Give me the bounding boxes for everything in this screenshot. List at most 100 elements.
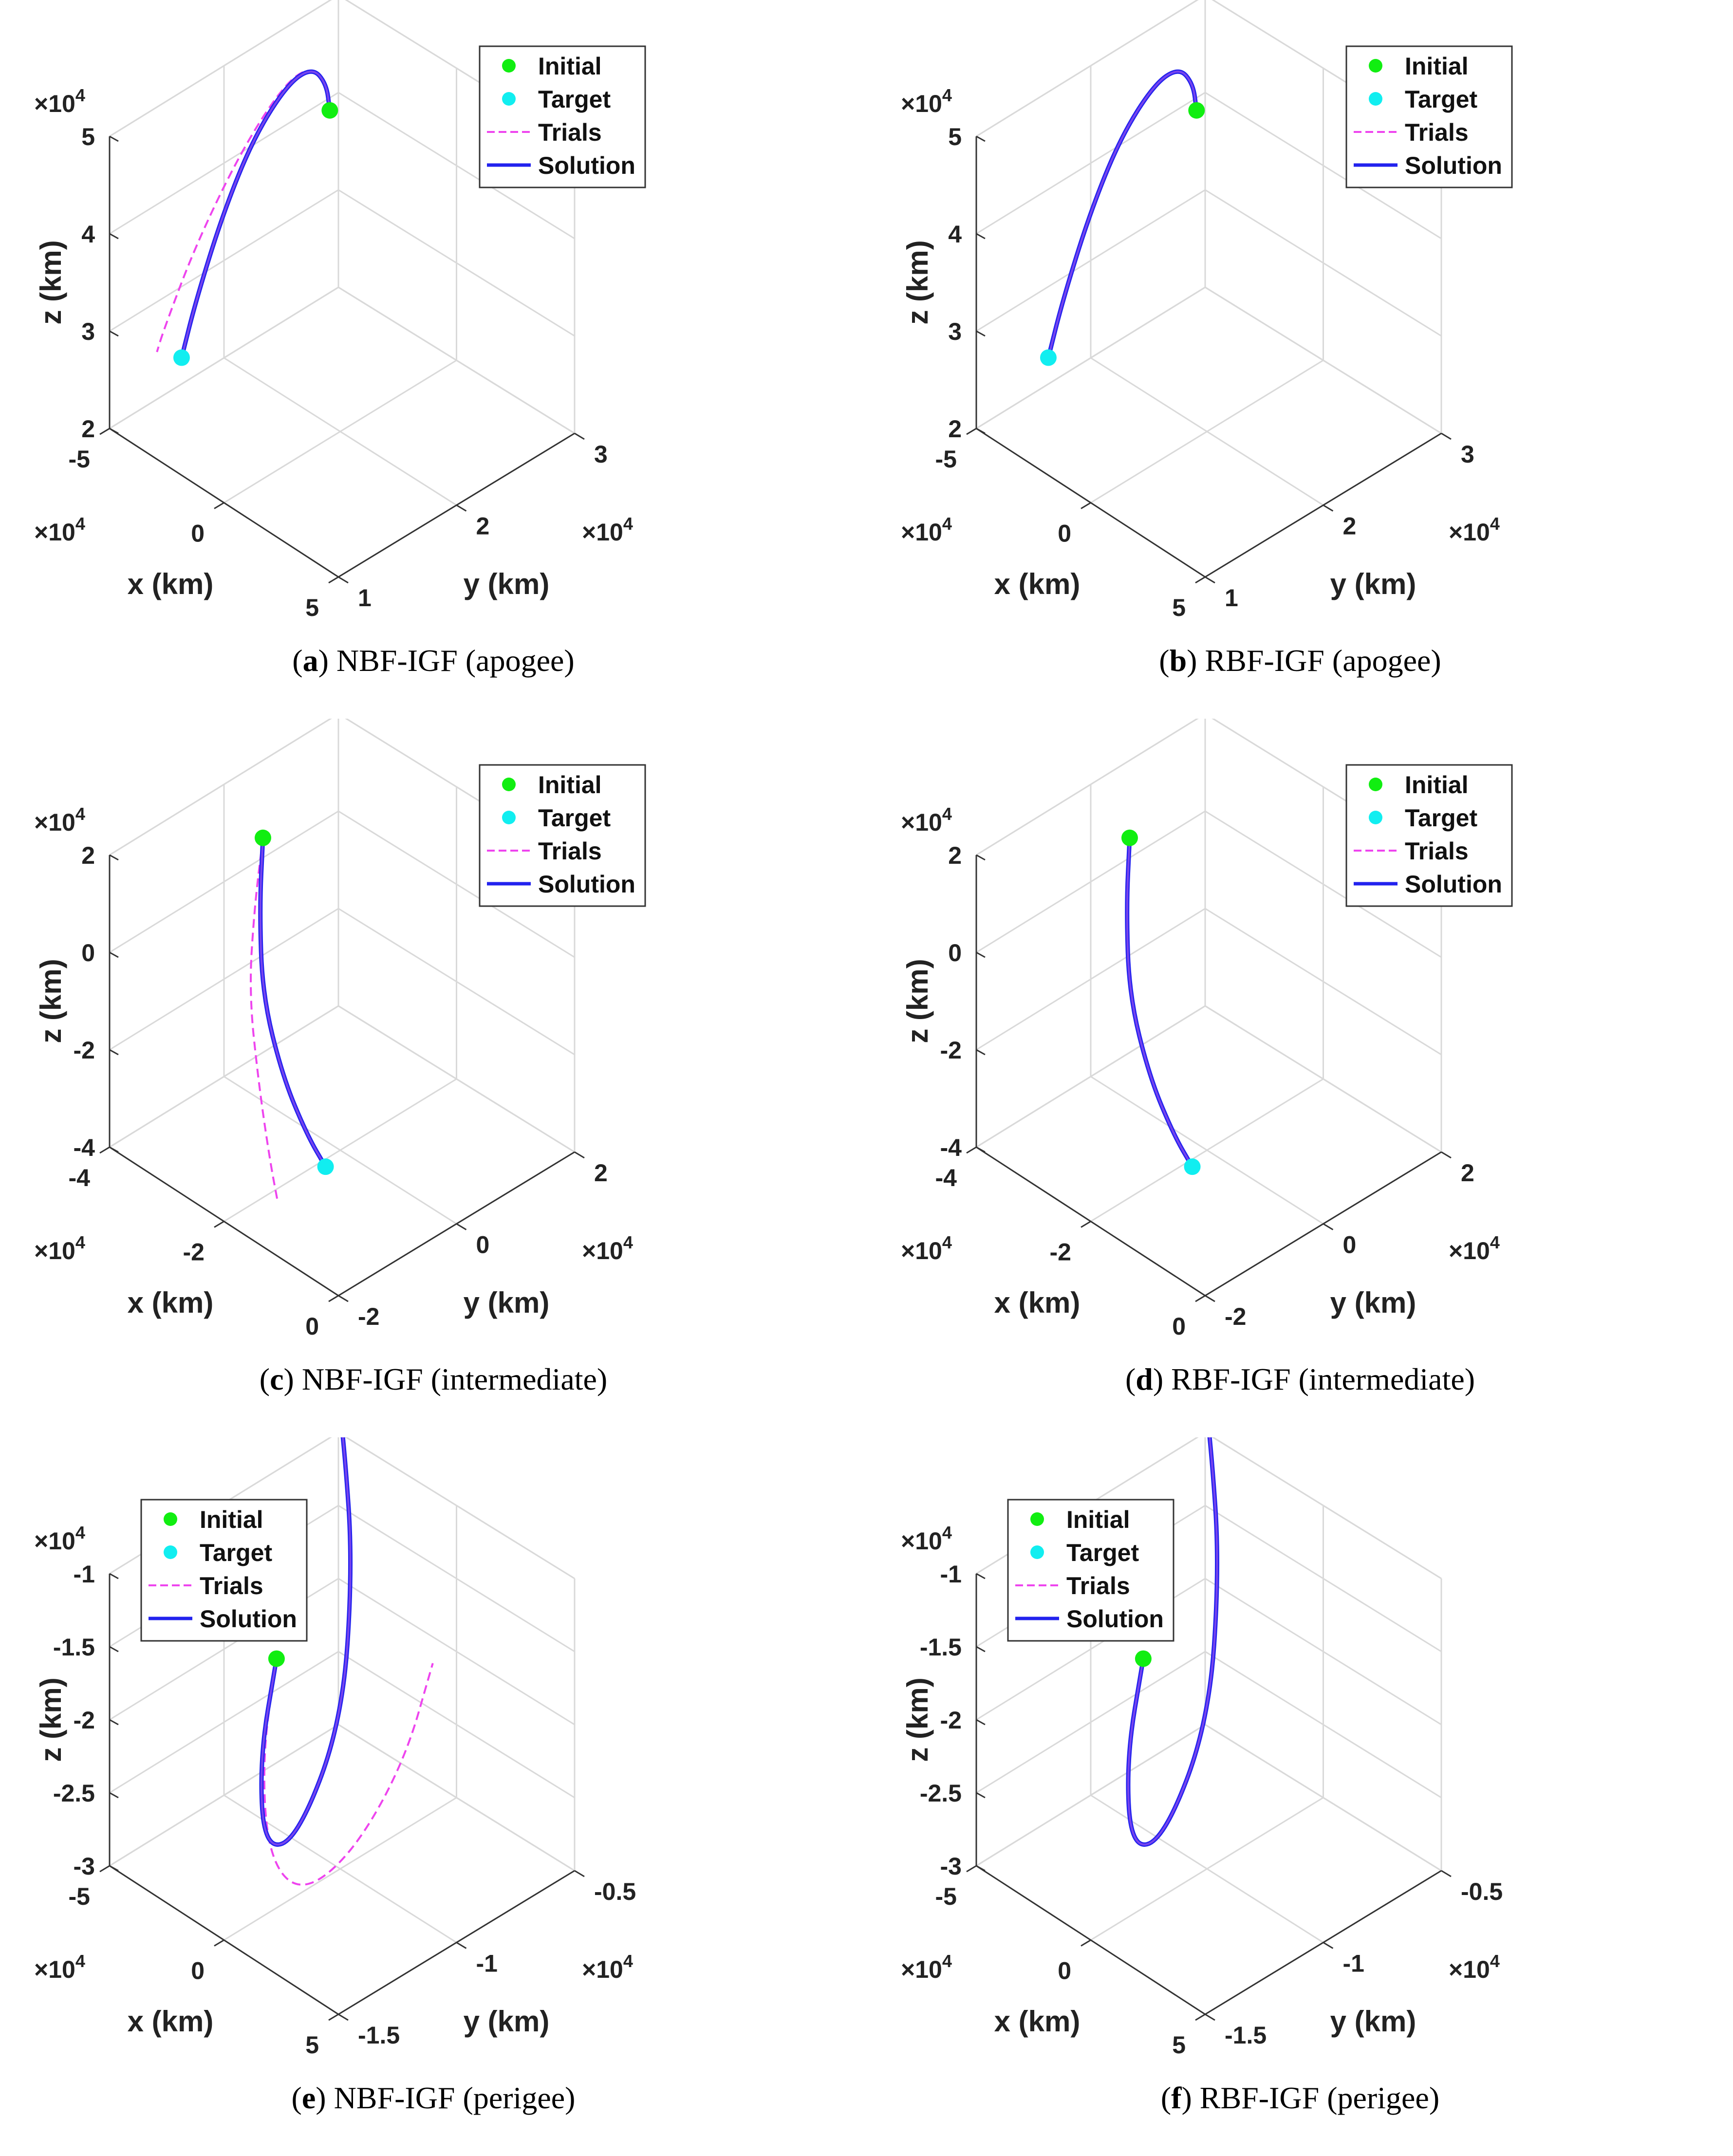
x-tick-mark <box>99 1865 110 1873</box>
x-tick-mark <box>214 502 224 509</box>
x-tick-mark <box>214 1939 224 1947</box>
y-tick-mark <box>1205 2013 1215 2021</box>
y-tick-mark <box>1441 432 1452 440</box>
y-tick-mark <box>574 1151 585 1159</box>
initial-point <box>1135 1650 1152 1667</box>
z-tick-mark <box>976 854 986 861</box>
x-tick-mark <box>1195 2013 1206 2021</box>
z-tick-label: 4 <box>81 221 95 248</box>
solution-line-overlay <box>259 837 327 1168</box>
z-tick-mark <box>976 1146 986 1153</box>
caption-text: NBF-IGF (intermediate) <box>301 1362 608 1396</box>
y-tick-label: -1 <box>1343 1950 1364 1977</box>
y-tick-label: 0 <box>1343 1231 1357 1259</box>
y-tick-mark <box>456 1942 467 1949</box>
x-tick-label: 0 <box>1172 1313 1186 1340</box>
y-tick-mark <box>574 1870 585 1877</box>
z-tick-label: -2 <box>74 1037 95 1064</box>
y-axis-label: y (km) <box>464 2005 550 2038</box>
x-tick-label: 5 <box>305 594 319 621</box>
caption-text: NBF-IGF (perigee) <box>334 2081 576 2115</box>
z-multiplier: ×104 <box>34 804 85 836</box>
y-tick-mark <box>1205 1295 1215 1302</box>
legend-label: Solution <box>538 871 635 898</box>
z-tick-mark <box>109 1792 119 1799</box>
grid-line <box>1090 1794 1324 1943</box>
solution-line-overlay <box>1047 71 1198 358</box>
y-tick-mark <box>338 1295 349 1302</box>
legend-label: Solution <box>538 152 635 179</box>
axes: -4 -2 0 2 -4 -2 0 -2 0 2 ×104 ×104 ×104 x (km) y (km) z… <box>34 804 633 1340</box>
target-point <box>317 1158 334 1175</box>
grid-line <box>1090 1076 1324 1225</box>
y-multiplier: ×104 <box>582 514 633 546</box>
y-multiplier: ×104 <box>1449 1232 1500 1264</box>
x-multiplier: ×104 <box>34 1951 85 1983</box>
legend-label: Target <box>200 1539 272 1566</box>
z-tick-label: 2 <box>81 842 95 869</box>
series-group <box>1040 69 1205 366</box>
z-tick-mark <box>109 1573 119 1580</box>
z-tick-mark <box>976 1573 986 1580</box>
solution-line <box>258 837 328 1168</box>
solution-line <box>1125 837 1194 1168</box>
z-tick-mark <box>109 1146 119 1153</box>
caption-letter: c <box>270 1362 284 1396</box>
legend-initial-marker <box>1369 59 1382 73</box>
caption-text: NBF-IGF (apogee) <box>336 643 575 678</box>
solution-line <box>179 69 332 358</box>
initial-point <box>1121 829 1138 846</box>
grid-line <box>338 1005 575 1153</box>
y-axis-label: y (km) <box>1330 568 1416 600</box>
z-tick-mark <box>976 135 986 142</box>
legend-label: Trials <box>200 1572 263 1599</box>
legend: Initial Target Trials Solution <box>479 45 646 188</box>
caption-letter: a <box>302 643 318 678</box>
y-multiplier: ×104 <box>582 1232 633 1264</box>
z-tick-mark <box>109 854 119 861</box>
caption-text: RBF-IGF (apogee) <box>1205 643 1441 678</box>
legend-target-marker <box>502 811 516 824</box>
x-tick-mark <box>1081 502 1091 509</box>
x-tick-label: 0 <box>1058 520 1071 547</box>
z-tick-label: -2 <box>940 1707 962 1734</box>
z-tick-label: -1 <box>940 1561 962 1588</box>
y-tick-mark <box>1323 504 1334 512</box>
z-tick-mark <box>976 233 986 240</box>
x-multiplier: ×104 <box>901 1951 952 1983</box>
legend-label: Solution <box>1066 1605 1164 1633</box>
z-tick-label: 5 <box>81 123 95 150</box>
y-tick-mark <box>574 432 585 440</box>
trials-line <box>263 1658 434 1886</box>
y-multiplier: ×104 <box>582 1951 633 1983</box>
chart-f-plot: -3 -2.5 -2 -1.5 -1 -5 0 5 -1.5 -1 -0.5 ×104 ×104 ×104… <box>901 1437 1503 2059</box>
y-axis-label: y (km) <box>464 568 550 600</box>
axes: 2 3 4 5 -5 0 5 1 2 3 ×104 ×104 ×104 x (km) y (km) z (km… <box>34 85 633 621</box>
panel-f: -3 -2.5 -2 -1.5 -1 -5 0 5 -1.5 -1 -0.5 ×104 ×104 ×104… <box>867 1437 1733 2156</box>
z-tick-mark <box>976 427 986 434</box>
x-tick-label: -5 <box>69 1883 90 1910</box>
x-tick-label: 0 <box>1058 1957 1071 1985</box>
x-tick-label: 0 <box>305 1313 319 1340</box>
legend-target-marker <box>502 92 516 106</box>
trials-line <box>156 70 331 353</box>
z-multiplier: ×104 <box>901 85 952 117</box>
x-tick-mark <box>328 1295 339 1302</box>
y-multiplier: ×104 <box>1449 1951 1500 1983</box>
caption-d: (d) RBF-IGF (intermediate) <box>1125 1362 1475 1396</box>
grid-line <box>224 357 457 506</box>
y-tick-label: -2 <box>358 1303 379 1330</box>
legend-label: Initial <box>538 53 602 80</box>
z-axis-label: z (km) <box>35 1677 67 1762</box>
x-tick-mark <box>1081 1939 1091 1947</box>
chart-a-plot: 2 3 4 5 -5 0 5 1 2 3 ×104 ×104 ×104 x (km) y (km) z (km… <box>34 0 646 621</box>
z-tick-label: -2 <box>940 1037 962 1064</box>
trials-line <box>250 837 279 1203</box>
axes: 2 3 4 5 -5 0 5 1 2 3 ×104 ×104 ×104 x (km) y (km) z (km… <box>901 85 1500 621</box>
legend-initial-marker <box>502 59 516 73</box>
caption-e: (e) NBF-IGF (perigee) <box>291 2081 576 2115</box>
z-tick-label: 3 <box>81 318 95 345</box>
y-tick-label: 3 <box>1461 441 1474 468</box>
x-tick-label: -2 <box>1050 1239 1071 1266</box>
